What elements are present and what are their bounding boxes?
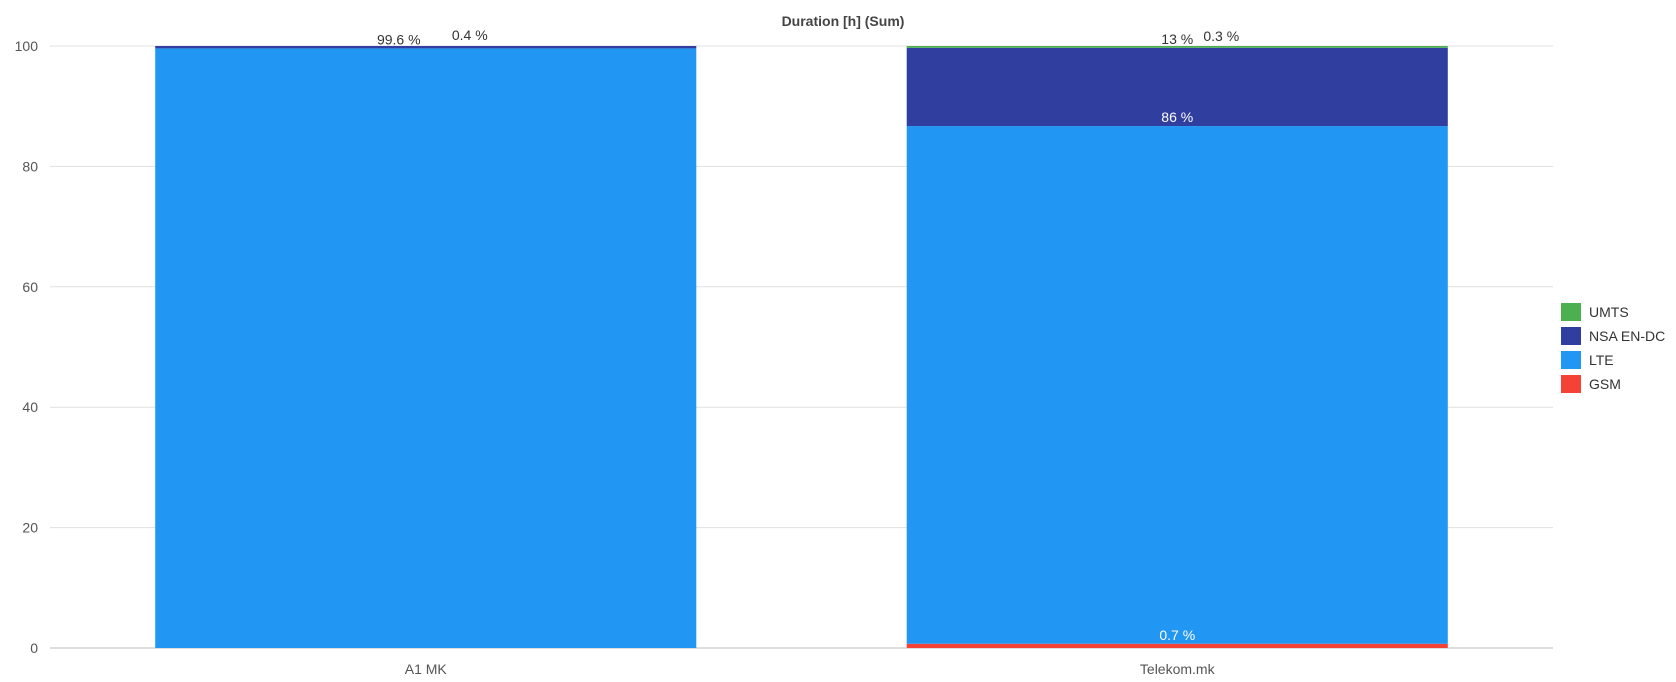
bars — [155, 46, 1448, 648]
legend-label: LTE — [1589, 352, 1614, 368]
bar-nsa-en-dc — [155, 46, 697, 49]
data-labels: 99.6 % 0.4 % 0.7 % 86 % 13 % 0.3 % — [377, 27, 1239, 643]
legend-label: UMTS — [1589, 304, 1629, 320]
legend-item[interactable]: LTE — [1561, 351, 1614, 369]
y-tick-label: 0 — [30, 640, 38, 656]
x-axis-ticks: A1 MK Telekom.mk — [405, 661, 1216, 677]
bar-lte — [155, 48, 697, 648]
y-axis-ticks: 0 20 40 60 80 100 — [15, 38, 39, 656]
bar-umts — [906, 46, 1448, 48]
chart-title: Duration [h] (Sum) — [782, 13, 905, 29]
data-label: 86 % — [1161, 109, 1193, 125]
legend-item[interactable]: UMTS — [1561, 303, 1629, 321]
data-label: 0.7 % — [1159, 627, 1195, 643]
y-tick-label: 40 — [22, 399, 38, 415]
legend-label: NSA EN-DC — [1589, 328, 1665, 344]
bar-nsa-en-dc — [906, 47, 1448, 127]
legend-item[interactable]: NSA EN-DC — [1561, 327, 1665, 345]
legend-item[interactable]: GSM — [1561, 375, 1621, 393]
x-tick-label: Telekom.mk — [1140, 661, 1216, 677]
data-label: 0.4 % — [452, 27, 488, 43]
x-tick-label: A1 MK — [405, 661, 448, 677]
data-label: 13 % — [1161, 31, 1193, 47]
data-label: 0.3 % — [1203, 28, 1239, 44]
legend-label: GSM — [1589, 376, 1621, 392]
legend-swatch — [1561, 375, 1581, 393]
legend-swatch — [1561, 303, 1581, 321]
legend-swatch — [1561, 327, 1581, 345]
bar-gsm — [906, 643, 1448, 648]
y-tick-label: 60 — [22, 279, 38, 295]
data-label: 99.6 % — [377, 31, 421, 47]
legend[interactable]: UMTS NSA EN-DC LTE GSM — [1561, 303, 1665, 393]
y-tick-label: 80 — [22, 158, 38, 174]
y-tick-label: 100 — [15, 38, 39, 54]
legend-swatch — [1561, 351, 1581, 369]
bar-lte — [906, 126, 1448, 644]
y-tick-label: 20 — [22, 520, 38, 536]
